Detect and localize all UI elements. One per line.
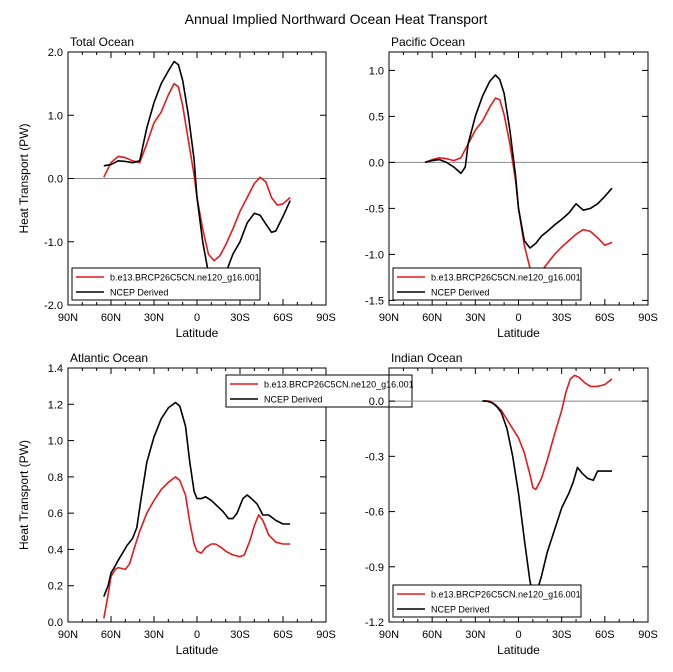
y-tick-label: -1.2 (365, 617, 384, 629)
y-tick-label: 0.4 (48, 544, 63, 556)
panel-title: Total Ocean (70, 35, 134, 49)
x-tick-label: 0 (194, 312, 200, 324)
x-axis-label: Latitude (497, 326, 540, 340)
series-line-model (103, 476, 291, 619)
y-axis-label: Heat Transport (PW) (17, 440, 31, 550)
panel-atlantic-ocean: 90N 60N 30N 0 30S 60S 90S 1.4 1.2 1.0 0.8 0.6 0.4 0.2… (17, 351, 414, 657)
x-tick-label: 60S (595, 629, 615, 641)
y-tick-label: -0.6 (365, 507, 384, 519)
legend-entry: b.e13.BRCP26C5CN.ne120_g16.001 (431, 273, 581, 283)
panel-indian-ocean: 90N 60N 30N 0 30S 60S 90S 0.0 -0.3 -0.6 -0.9 -1.2 In… (365, 351, 658, 657)
plot-frame (388, 51, 649, 306)
legend: b.e13.BRCP26C5CN.ne120_g16.001 NCEP Deriv… (392, 584, 582, 618)
series-line-model (103, 82, 291, 262)
x-tick-label: 90S (316, 629, 336, 641)
x-tick-label: 0 (515, 629, 521, 641)
x-tick-label: 60N (422, 312, 442, 324)
x-tick-label: 90S (638, 629, 658, 641)
y-axis-label: Heat Transport (PW) (17, 123, 31, 233)
x-axis-label: Latitude (497, 643, 540, 657)
panel-title: Pacific Ocean (391, 35, 465, 49)
x-tick-label: 30S (552, 629, 572, 641)
series-line-model (482, 374, 613, 491)
x-tick-label: 60S (273, 312, 293, 324)
series-line-ncep (424, 74, 613, 249)
y-tick-label: -2.0 (44, 300, 63, 312)
x-tick-label: 90N (379, 629, 399, 641)
figure-title: Annual Implied Northward Ocean Heat Tran… (185, 11, 488, 27)
x-tick-label: 60N (101, 312, 121, 324)
y-tick-label: 0.5 (369, 111, 384, 123)
x-axis-label: Latitude (176, 326, 219, 340)
series-line-ncep (482, 400, 612, 594)
x-tick-label: 0 (515, 312, 521, 324)
panel-total-ocean: 90N 60N 30N 0 30S 60S 90S 2.0 1.0 0.0 -1.0 -2.0 Tota… (17, 35, 336, 340)
y-tick-label: 1.4 (48, 363, 63, 375)
legend-entry: b.e13.BRCP26C5CN.ne120_g16.001 (110, 273, 260, 283)
y-tick-label: 1.0 (48, 436, 63, 448)
legend: b.e13.BRCP26C5CN.ne120_g16.001 NCEP Deriv… (225, 374, 414, 408)
legend-entry: NCEP Derived (264, 395, 322, 405)
y-tick-label: 0.2 (48, 581, 63, 593)
legend-box (392, 584, 582, 618)
legend-box (71, 267, 261, 301)
x-tick-label: 90S (316, 312, 336, 324)
x-tick-label: 30N (144, 629, 164, 641)
series-line-ncep (103, 401, 291, 597)
y-tick-label: 1.0 (48, 110, 63, 122)
x-tick-label: 30S (230, 629, 250, 641)
x-tick-label: 60S (273, 629, 293, 641)
x-tick-label: 30S (230, 312, 250, 324)
x-tick-label: 90S (638, 312, 658, 324)
legend-entry: NCEP Derived (431, 288, 489, 298)
panel-pacific-ocean: 90N 60N 30N 0 30S 60S 90S 1.0 0.5 0.0 -0.5 -1.0 -1.5… (365, 35, 658, 340)
y-tick-label: -1.0 (365, 249, 384, 261)
x-tick-label: 90N (58, 312, 78, 324)
y-tick-label: 0.0 (48, 617, 63, 629)
panel-title: Indian Ocean (391, 351, 462, 365)
panel-title: Atlantic Ocean (70, 351, 148, 365)
x-tick-label: 30S (552, 312, 572, 324)
legend: b.e13.BRCP26C5CN.ne120_g16.001 NCEP Deriv… (392, 267, 582, 301)
legend-box (225, 374, 413, 408)
y-tick-label: 0.0 (369, 157, 384, 169)
legend-entry: NCEP Derived (431, 605, 489, 615)
y-tick-label: 1.0 (369, 65, 384, 77)
y-tick-label: -1.5 (365, 295, 384, 307)
y-tick-label: 0.0 (48, 174, 63, 186)
legend: b.e13.BRCP26C5CN.ne120_g16.001 NCEP Deriv… (71, 267, 261, 301)
y-tick-label: 2.0 (48, 47, 63, 59)
x-tick-label: 60N (422, 629, 442, 641)
y-tick-label: -0.9 (365, 562, 384, 574)
x-tick-label: 30N (465, 312, 485, 324)
y-tick-label: 0.8 (48, 472, 63, 484)
legend-box (392, 267, 582, 301)
y-tick-label: -0.5 (365, 203, 384, 215)
y-tick-label: 1.2 (48, 399, 63, 411)
x-axis-label: Latitude (176, 643, 219, 657)
x-tick-label: 30N (465, 629, 485, 641)
panels: 90N 60N 30N 0 30S 60S 90S 2.0 1.0 0.0 -1.0 -2.0 Tota… (17, 35, 658, 657)
legend-entry: b.e13.BRCP26C5CN.ne120_g16.001 (264, 380, 414, 390)
x-tick-label: 30N (144, 312, 164, 324)
x-tick-label: 90N (58, 629, 78, 641)
y-tick-label: 0.0 (369, 396, 384, 408)
y-tick-label: -1.0 (44, 237, 63, 249)
legend-entry: b.e13.BRCP26C5CN.ne120_g16.001 (431, 590, 581, 600)
y-tick-label: -0.3 (365, 451, 384, 463)
legend-entry: NCEP Derived (110, 288, 168, 298)
x-tick-label: 90N (379, 312, 399, 324)
x-tick-label: 60S (595, 312, 615, 324)
y-tick-label: 0.6 (48, 508, 63, 520)
series-line-model (424, 97, 613, 276)
x-tick-label: 60N (101, 629, 121, 641)
x-tick-label: 0 (194, 629, 200, 641)
series-line-ncep (103, 60, 291, 286)
